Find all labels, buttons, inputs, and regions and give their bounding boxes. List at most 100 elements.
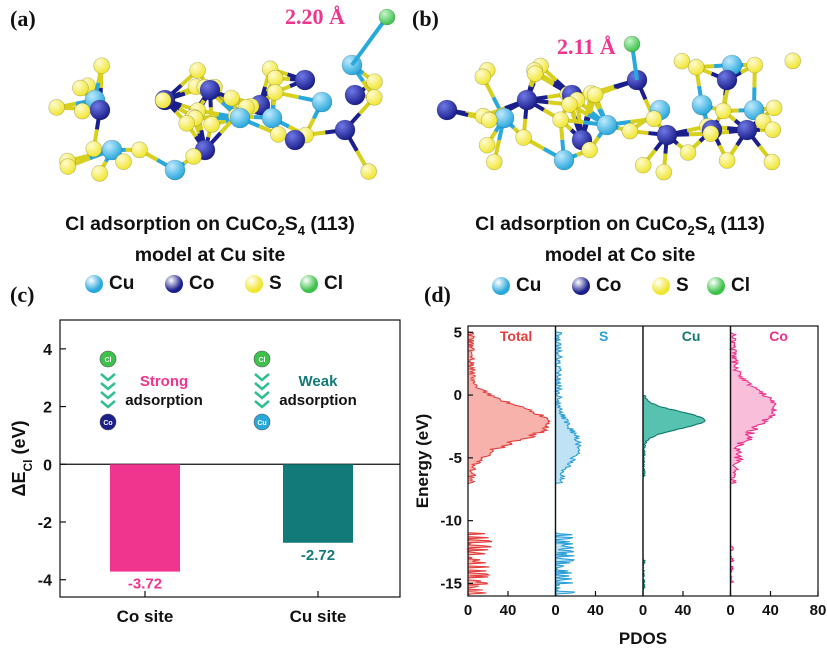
- pdos-panel-title: Total: [500, 328, 532, 344]
- annotation-strong: Cl Co Strong adsorption: [99, 350, 203, 431]
- legend-label: S: [676, 275, 689, 296]
- x-tick-label: 40: [587, 602, 604, 619]
- plot-frame: [59, 319, 401, 598]
- y-tick-label: 4: [43, 342, 52, 359]
- legend-item-cu: Cu: [492, 275, 541, 297]
- legend-a: Cu Co S Cl: [85, 271, 385, 299]
- annotation-word1: Strong: [140, 373, 188, 390]
- arrow-chevron-icon: [100, 382, 116, 391]
- arrow-chevron-icon: [100, 373, 116, 382]
- s-atom-icon: [652, 277, 670, 295]
- y-tick-label: -5: [449, 450, 462, 467]
- x-tick-label: 0: [464, 602, 472, 619]
- pdos-curve: [553, 326, 583, 597]
- svg-text:Cu: Cu: [257, 420, 266, 427]
- legend-b: Cu Co S Cl: [492, 273, 792, 301]
- x-tick-label: 40: [675, 602, 692, 619]
- annotation-weak: Cl Cu Weak adsorption: [253, 350, 357, 431]
- x-tick-label: Co site: [117, 607, 174, 626]
- y-tick-label: -4: [38, 573, 52, 590]
- arrow-chevron-icon: [254, 391, 270, 400]
- pdos-curve: [728, 326, 777, 596]
- legend-label: Cl: [324, 273, 343, 294]
- x-axis-label: PDOS: [619, 629, 667, 648]
- structure-a-cu-site: [48, 8, 396, 182]
- panel-label-b: (b): [412, 6, 439, 31]
- panel-label-d: (d): [424, 282, 451, 307]
- annotation-word2: adsorption: [125, 392, 203, 409]
- x-tick-label: 40: [500, 602, 517, 619]
- x-tick-label: Cu site: [290, 607, 347, 626]
- svg-text:Co: Co: [103, 420, 112, 427]
- pdos-series-total: Total: [465, 326, 551, 596]
- arrow-chevron-icon: [254, 373, 270, 382]
- cu-atom-icon: [85, 275, 103, 293]
- bar-chart-adsorption-energy: -4 -2 0 2 4 ΔECl (eV) -3.72 Co site -2.72 Cu site…: [9, 319, 401, 626]
- legend-label: Co: [189, 273, 215, 294]
- legend-label: Cu: [109, 273, 135, 294]
- y-axis-label: Energy (eV): [413, 414, 432, 508]
- x-tick-label: 0: [726, 602, 734, 619]
- cu-atom-icon: [253, 413, 271, 431]
- x-tick-label: 40: [762, 602, 779, 619]
- annotation-word2: adsorption: [279, 392, 357, 409]
- co-atom-icon: [572, 277, 590, 295]
- crystal-structures: [48, 8, 802, 182]
- cl-atom-icon: [707, 277, 725, 295]
- y-axis-label: ΔECl (eV): [9, 421, 35, 497]
- annotation-word1: Weak: [299, 373, 339, 390]
- bar-value-label: -2.72: [301, 547, 335, 564]
- x-tick-label: 0: [639, 602, 647, 619]
- legend-item-cu: Cu: [85, 273, 134, 295]
- y-tick-label: 2: [43, 400, 52, 417]
- svg-text:Cl: Cl: [259, 357, 266, 364]
- legend-item-s: S: [245, 273, 282, 295]
- legend-item-cl: Cl: [707, 275, 750, 297]
- pdos-panel-title: Cu: [682, 328, 701, 344]
- legend-label: Cu: [516, 275, 542, 296]
- caption-a: Cl adsorption on CuCo2S4 (113) model at …: [65, 213, 355, 266]
- svg-text:Cl: Cl: [105, 357, 112, 364]
- bond-length-b: 2.11 Å: [557, 34, 616, 59]
- legend-item-s: S: [652, 275, 689, 297]
- s-atom-icon: [245, 275, 263, 293]
- arrow-chevron-icon: [254, 400, 270, 409]
- legend-label: Co: [596, 275, 622, 296]
- arrow-chevron-icon: [100, 400, 116, 409]
- y-tick-label: -10: [440, 513, 462, 530]
- pdos-curve: [642, 326, 706, 596]
- pdos-curve: [465, 326, 551, 596]
- bar-co-site: [110, 464, 180, 572]
- pdos-series-co: Co: [728, 326, 788, 596]
- x-tick-label: 0: [551, 602, 559, 619]
- legend-item-cl: Cl: [300, 273, 343, 295]
- pdos-panel-title: Co: [769, 328, 788, 344]
- y-tick-label: -15: [440, 575, 462, 592]
- co-atom-icon: [99, 413, 117, 431]
- panel-label-c: (c): [10, 282, 35, 307]
- cl-atom-icon: [253, 350, 271, 368]
- x-tick-label: 80: [810, 602, 827, 619]
- bar-cu-site: [283, 464, 353, 543]
- legend-item-co: Co: [165, 273, 214, 295]
- caption-b: Cl adsorption on CuCo2S4 (113) model at …: [475, 213, 765, 266]
- cl-atom-icon: [99, 350, 117, 368]
- bar-value-label: -3.72: [128, 576, 162, 593]
- cu-atom-icon: [492, 277, 510, 295]
- y-tick-label: -2: [38, 515, 52, 532]
- legend-item-co: Co: [572, 275, 621, 297]
- structure-b-co-site: [436, 35, 802, 181]
- pdos-series-s: S: [553, 326, 608, 597]
- y-tick-label: 0: [43, 457, 52, 474]
- co-atom-icon: [165, 275, 183, 293]
- y-tick-label: 0: [454, 387, 462, 404]
- panel-label-a: (a): [10, 6, 36, 31]
- cl-atom-icon: [300, 275, 318, 293]
- legend-label: Cl: [731, 275, 750, 296]
- y-tick-label: 5: [454, 324, 462, 341]
- bond-length-a: 2.20 Å: [285, 4, 345, 29]
- legend-label: S: [269, 273, 282, 294]
- pdos-panel-title: S: [599, 328, 608, 344]
- pdos-series-cu: Cu: [642, 326, 706, 596]
